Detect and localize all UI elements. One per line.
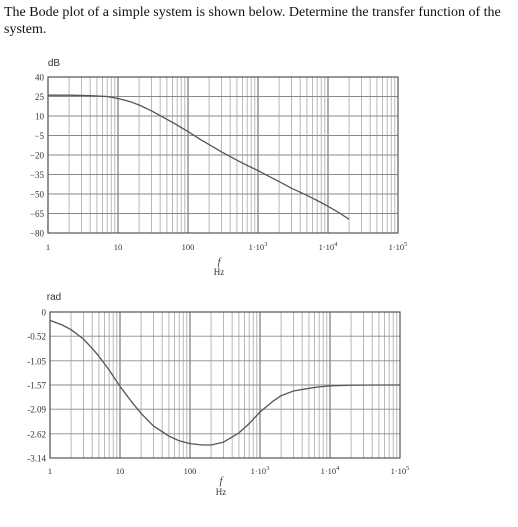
series-line — [49, 319, 400, 446]
y-tick-label: 0 — [42, 308, 47, 318]
y-tick-label: −80 — [30, 229, 45, 239]
y-tick-label: −35 — [30, 170, 45, 180]
y-tick-label: -1.57 — [27, 381, 46, 391]
question-text: The Bode plot of a simple system is show… — [4, 5, 501, 37]
x-tick-label: 1 — [46, 242, 50, 252]
grid-lines — [47, 76, 398, 234]
y-tick-label: -1.05 — [27, 356, 46, 366]
magnitude-plot: 40 25 10 −5 −20 −35 −50 −65 −801 10 100 1·103 1·104 1… — [30, 58, 408, 277]
x-tick-label: 1·105 — [389, 241, 408, 252]
x-tick-label: 10 — [114, 242, 123, 252]
x-tick-label: 1·104 — [319, 241, 339, 252]
y-tick-label: -3.14 — [27, 454, 46, 464]
x-axis-label: f — [220, 476, 224, 487]
y-tick-label: −65 — [30, 209, 45, 219]
x-tick-label: 1·105 — [391, 465, 410, 476]
y-tick-label: 25 — [35, 92, 45, 102]
y-tick-label: 40 — [35, 73, 45, 83]
x-axis-label: f — [218, 257, 222, 268]
y-tick-label: −20 — [30, 151, 45, 161]
phase-plot: 0 -0.52 -1.05 -1.57 -2.09 -2.62 -3.141 10 100 1·1… — [27, 292, 409, 497]
y-tick-label: -2.09 — [27, 405, 46, 415]
y-tick-label: −5 — [34, 131, 44, 141]
x-axis-unit: Hz — [216, 487, 227, 497]
plot-frame — [47, 76, 399, 234]
y-tick-label: 10 — [35, 112, 45, 122]
x-tick-label: 1·103 — [249, 241, 268, 252]
y-tick-label: -0.52 — [27, 332, 46, 342]
y-axis-label: dB — [48, 58, 61, 69]
y-tick-label: -2.62 — [27, 429, 46, 439]
x-tick-label: 1 — [48, 466, 52, 476]
y-axis-label: rad — [47, 292, 61, 303]
series-line — [48, 94, 350, 220]
x-tick-label: 1·104 — [321, 465, 341, 476]
x-axis-unit: Hz — [214, 267, 225, 277]
x-tick-label: 100 — [182, 242, 195, 252]
y-tick-label: −50 — [30, 190, 45, 200]
x-tick-label: 10 — [116, 466, 125, 476]
x-tick-label: 1·103 — [251, 465, 270, 476]
x-tick-label: 100 — [184, 466, 197, 476]
